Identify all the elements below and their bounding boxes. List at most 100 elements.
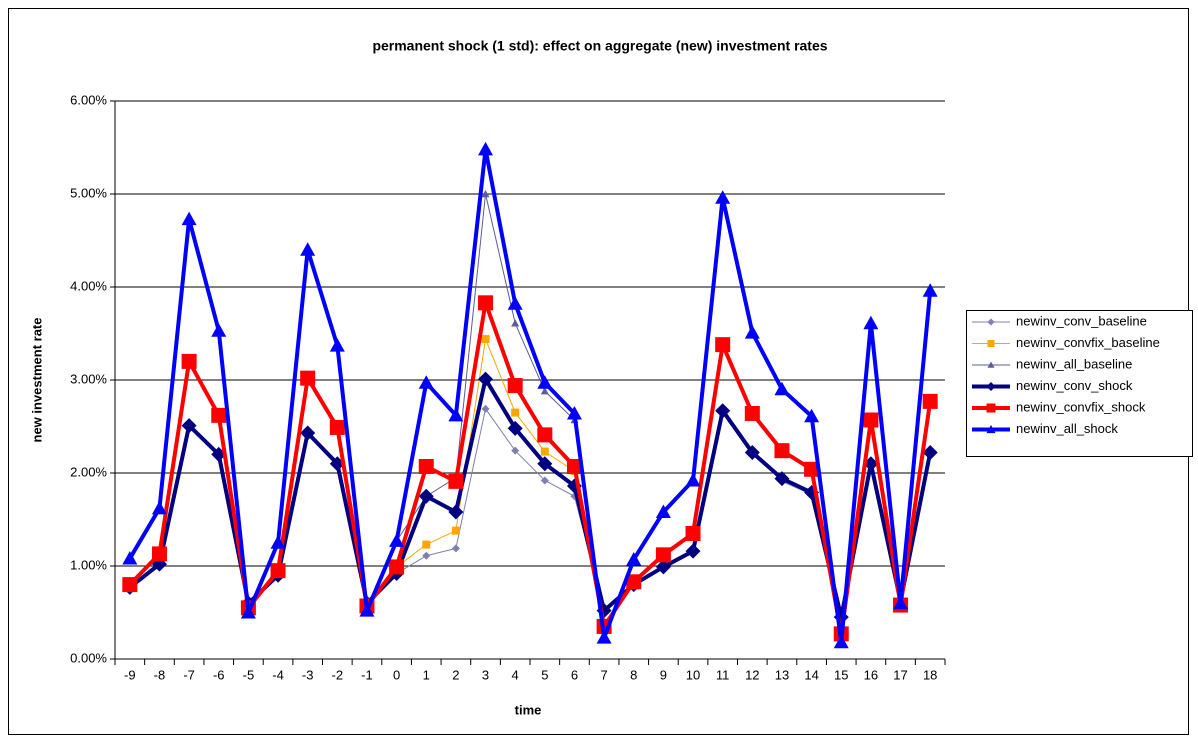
data-point xyxy=(507,420,523,436)
data-point xyxy=(451,544,460,553)
x-tick-label: -4 xyxy=(272,667,284,682)
data-point xyxy=(240,605,256,619)
data-point xyxy=(685,543,701,559)
y-tick-label: 0.00% xyxy=(70,650,107,665)
data-point xyxy=(300,370,316,386)
data-point xyxy=(566,405,582,420)
x-tick-label: 15 xyxy=(834,667,848,682)
data-point xyxy=(211,323,227,337)
y-tick-label: 1.00% xyxy=(70,557,107,572)
data-point xyxy=(804,461,820,477)
chart-title: permanent shock (1 std): effect on aggre… xyxy=(372,38,827,54)
data-point xyxy=(359,603,375,617)
data-point xyxy=(804,408,820,423)
series-line xyxy=(128,300,933,636)
data-point xyxy=(481,190,490,198)
data-point xyxy=(448,473,464,489)
data-point xyxy=(511,319,520,327)
data-point xyxy=(448,504,464,520)
data-point xyxy=(922,445,938,461)
x-tick-label: 9 xyxy=(660,667,667,682)
data-point xyxy=(833,634,849,649)
data-point xyxy=(151,546,167,562)
legend-marker xyxy=(986,425,996,434)
legend-box xyxy=(966,310,1193,457)
legend-marker xyxy=(987,361,995,368)
x-tick-label: 7 xyxy=(600,667,607,682)
data-point xyxy=(774,471,790,487)
data-point xyxy=(540,387,549,395)
legend-label: newinv_all_baseline xyxy=(1016,356,1132,371)
data-point xyxy=(507,378,523,394)
data-point xyxy=(540,447,549,456)
y-axis-label: new investment rate xyxy=(29,318,44,443)
x-tick-label: -7 xyxy=(183,667,195,682)
data-point xyxy=(540,476,549,485)
legend-marker xyxy=(986,403,996,413)
data-point xyxy=(448,407,464,422)
y-tick-label: 2.00% xyxy=(70,464,107,479)
x-tick-label: 17 xyxy=(893,667,907,682)
data-point xyxy=(270,563,286,579)
data-point xyxy=(655,559,671,575)
data-point xyxy=(481,335,490,344)
data-point xyxy=(389,533,405,547)
x-tick-label: 4 xyxy=(512,667,519,682)
x-tick-label: 16 xyxy=(864,667,878,682)
data-point xyxy=(478,371,494,387)
data-point xyxy=(626,551,642,566)
data-point xyxy=(537,375,553,389)
x-tick-label: -2 xyxy=(332,667,344,682)
x-tick-label: 6 xyxy=(571,667,578,682)
data-point xyxy=(418,458,434,474)
data-point xyxy=(418,488,434,504)
x-tick-label: 3 xyxy=(482,667,489,682)
data-point xyxy=(715,337,731,353)
y-tick-label: 6.00% xyxy=(70,92,107,107)
legend-marker xyxy=(986,382,996,391)
data-point xyxy=(329,338,345,352)
data-point xyxy=(744,445,760,461)
data-point xyxy=(863,412,879,428)
data-point xyxy=(478,295,494,311)
data-point xyxy=(744,405,760,421)
data-point xyxy=(181,418,197,434)
legend-label: newinv_conv_shock xyxy=(1016,378,1133,393)
data-point xyxy=(537,456,553,472)
x-tick-label: -8 xyxy=(154,667,166,682)
data-point xyxy=(774,381,790,396)
data-point xyxy=(122,551,138,565)
data-point xyxy=(418,375,434,389)
data-point xyxy=(511,446,520,455)
x-tick-label: 12 xyxy=(745,667,759,682)
data-point xyxy=(329,419,345,435)
legend-marker xyxy=(987,340,995,347)
data-point xyxy=(537,427,553,443)
legend-label: newinv_convfix_shock xyxy=(1016,399,1146,414)
data-point xyxy=(566,458,582,474)
data-point xyxy=(181,353,197,369)
x-tick-label: 10 xyxy=(686,667,700,682)
x-tick-label: -6 xyxy=(213,667,225,682)
data-point xyxy=(478,141,494,156)
data-point xyxy=(685,525,701,541)
x-tick-label: 1 xyxy=(423,667,430,682)
x-tick-label: 0 xyxy=(393,667,400,682)
data-point xyxy=(596,630,612,644)
data-point xyxy=(122,577,138,593)
data-point xyxy=(181,211,197,226)
y-tick-label: 4.00% xyxy=(70,278,107,293)
data-point xyxy=(715,403,731,419)
x-tick-label: 8 xyxy=(630,667,637,682)
data-point xyxy=(270,535,286,549)
y-tick-label: 5.00% xyxy=(70,185,107,200)
data-point xyxy=(863,315,879,330)
x-tick-label: 18 xyxy=(923,667,937,682)
x-tick-label: -5 xyxy=(243,667,255,682)
data-point xyxy=(422,540,431,549)
series-line xyxy=(128,147,933,645)
data-point xyxy=(211,407,227,423)
data-point xyxy=(893,595,909,610)
